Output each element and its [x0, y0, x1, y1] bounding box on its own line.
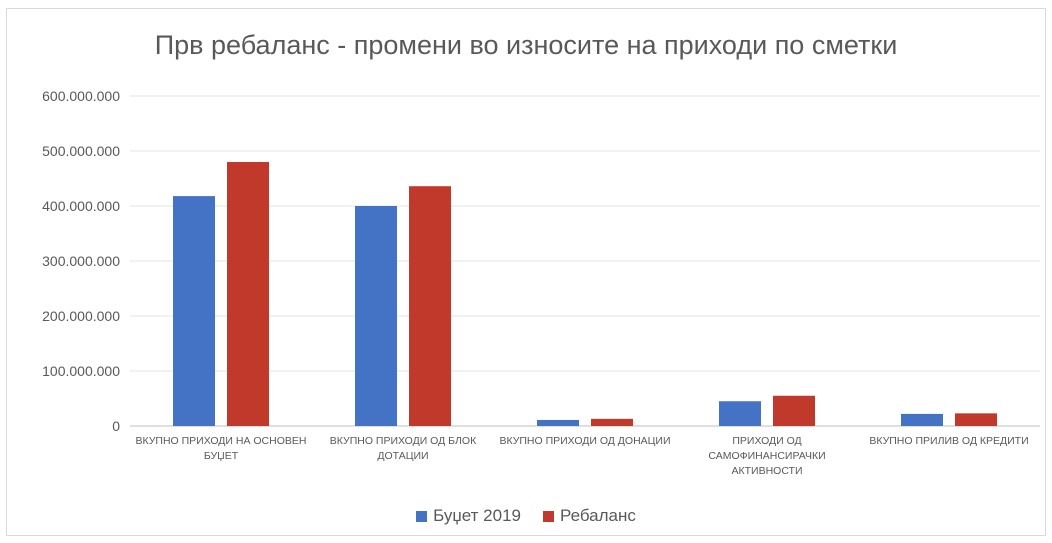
- bar: [591, 418, 633, 426]
- y-tick-label: 500.000.000: [42, 143, 120, 159]
- legend-item-rebalance: Ребаланс: [542, 506, 636, 526]
- y-tick-label: 300.000.000: [42, 253, 120, 269]
- y-tick-label: 400.000.000: [42, 198, 120, 214]
- legend-swatch-budget: [416, 510, 428, 522]
- x-tick-label: БУЏЕТ: [204, 450, 239, 462]
- legend-swatch-rebalance: [542, 510, 554, 522]
- legend-item-budget: Буџет 2019: [416, 506, 521, 526]
- x-tick-label: ВКУПНО ПРИХОДИ ОД БЛОК: [330, 435, 477, 447]
- chart-legend: Буџет 2019 Ребаланс: [0, 506, 1052, 526]
- y-tick-label: 600.000.000: [42, 88, 120, 104]
- legend-label-rebalance: Ребаланс: [559, 506, 636, 525]
- bar: [409, 186, 451, 426]
- bar: [955, 413, 997, 426]
- x-tick-label: АКТИВНОСТИ: [731, 465, 802, 477]
- y-tick-label: 100.000.000: [42, 363, 120, 379]
- y-tick-label: 200.000.000: [42, 308, 120, 324]
- bar: [355, 206, 397, 426]
- bar: [901, 413, 943, 426]
- bar: [173, 196, 215, 426]
- x-tick-label: ДОТАЦИИ: [377, 450, 428, 462]
- x-tick-label: САМОФИНАНСИРАЧКИ: [708, 450, 825, 462]
- bar: [773, 395, 815, 426]
- x-tick-label: ПРИХОДИ ОД: [732, 435, 801, 447]
- x-tick-label: ВКУПНО ПРИХОДИ ОД ДОНАЦИИ: [499, 435, 670, 447]
- bar: [719, 401, 761, 426]
- x-tick-label: ВКУПНО ПРИЛИВ ОД КРЕДИТИ: [869, 435, 1028, 447]
- legend-label-budget: Буџет 2019: [433, 506, 521, 525]
- bar: [537, 419, 579, 426]
- chart-title: Прв ребаланс - промени во износите на пр…: [154, 30, 898, 60]
- bar: [227, 162, 269, 426]
- y-tick-label: 0: [112, 418, 120, 434]
- x-tick-label: ВКУПНО ПРИХОДИ НА ОСНОВЕН: [136, 435, 307, 447]
